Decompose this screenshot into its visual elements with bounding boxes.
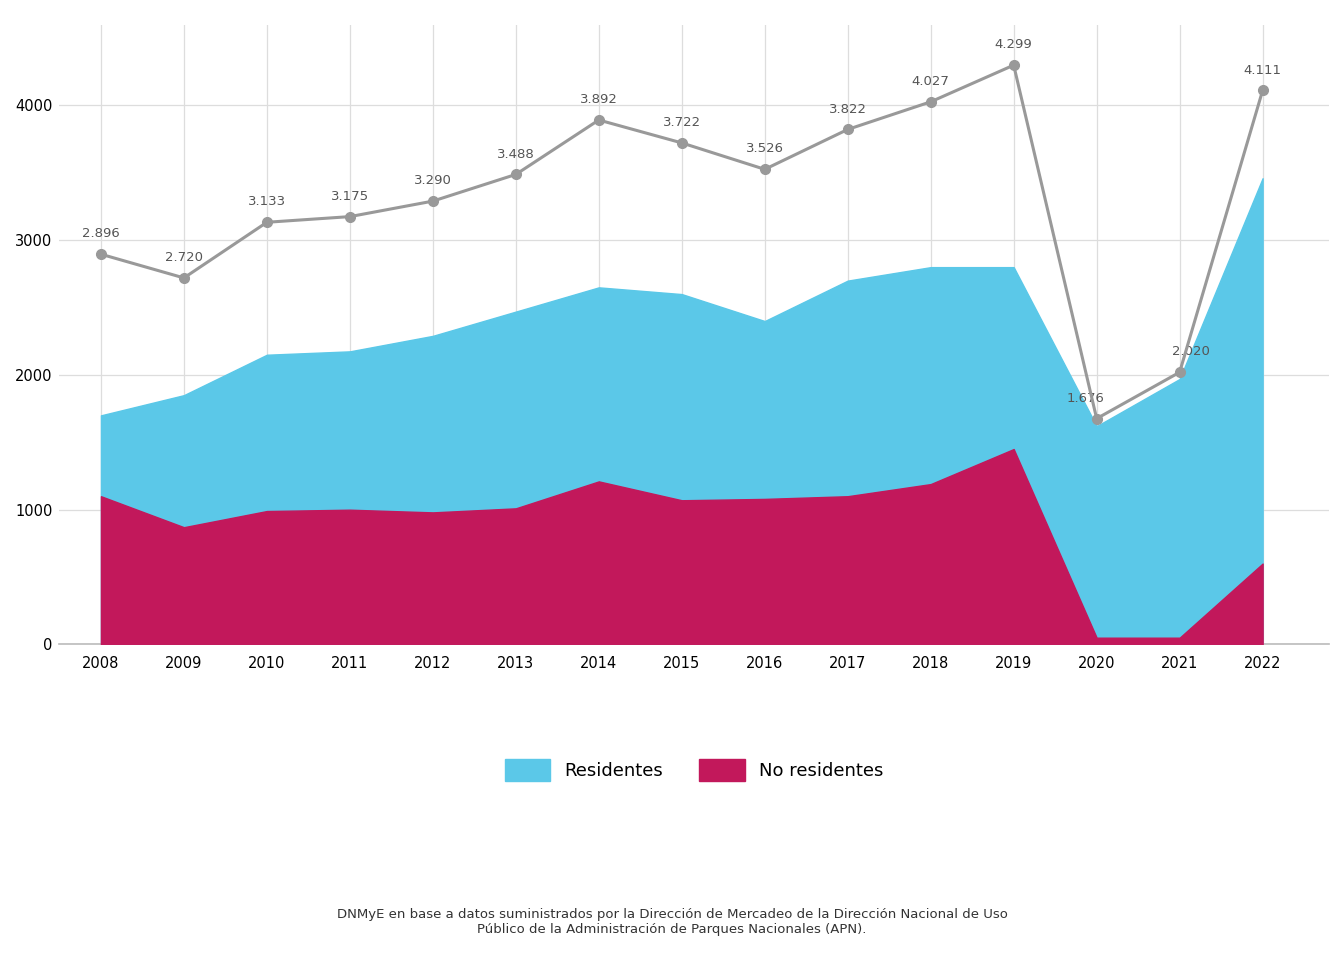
Text: 1.676: 1.676 bbox=[1067, 392, 1105, 405]
Text: 3.488: 3.488 bbox=[497, 148, 535, 160]
Text: 3.892: 3.892 bbox=[579, 93, 618, 107]
Text: 3.526: 3.526 bbox=[746, 142, 784, 156]
Text: 4.111: 4.111 bbox=[1243, 63, 1282, 77]
Text: 3.175: 3.175 bbox=[331, 190, 370, 203]
Text: 2.720: 2.720 bbox=[165, 251, 203, 264]
Text: DNMyE en base a datos suministrados por la Dirección de Mercadeo de la Dirección: DNMyE en base a datos suministrados por … bbox=[336, 907, 1008, 936]
Text: 3.133: 3.133 bbox=[247, 196, 286, 208]
Legend: Residentes, No residentes: Residentes, No residentes bbox=[496, 751, 892, 790]
Text: 4.027: 4.027 bbox=[911, 75, 950, 88]
Text: 3.822: 3.822 bbox=[829, 103, 867, 115]
Text: 4.299: 4.299 bbox=[995, 38, 1032, 51]
Text: 2.020: 2.020 bbox=[1172, 346, 1210, 358]
Text: 2.896: 2.896 bbox=[82, 228, 120, 240]
Text: 3.290: 3.290 bbox=[414, 174, 452, 187]
Text: 3.722: 3.722 bbox=[663, 116, 700, 129]
